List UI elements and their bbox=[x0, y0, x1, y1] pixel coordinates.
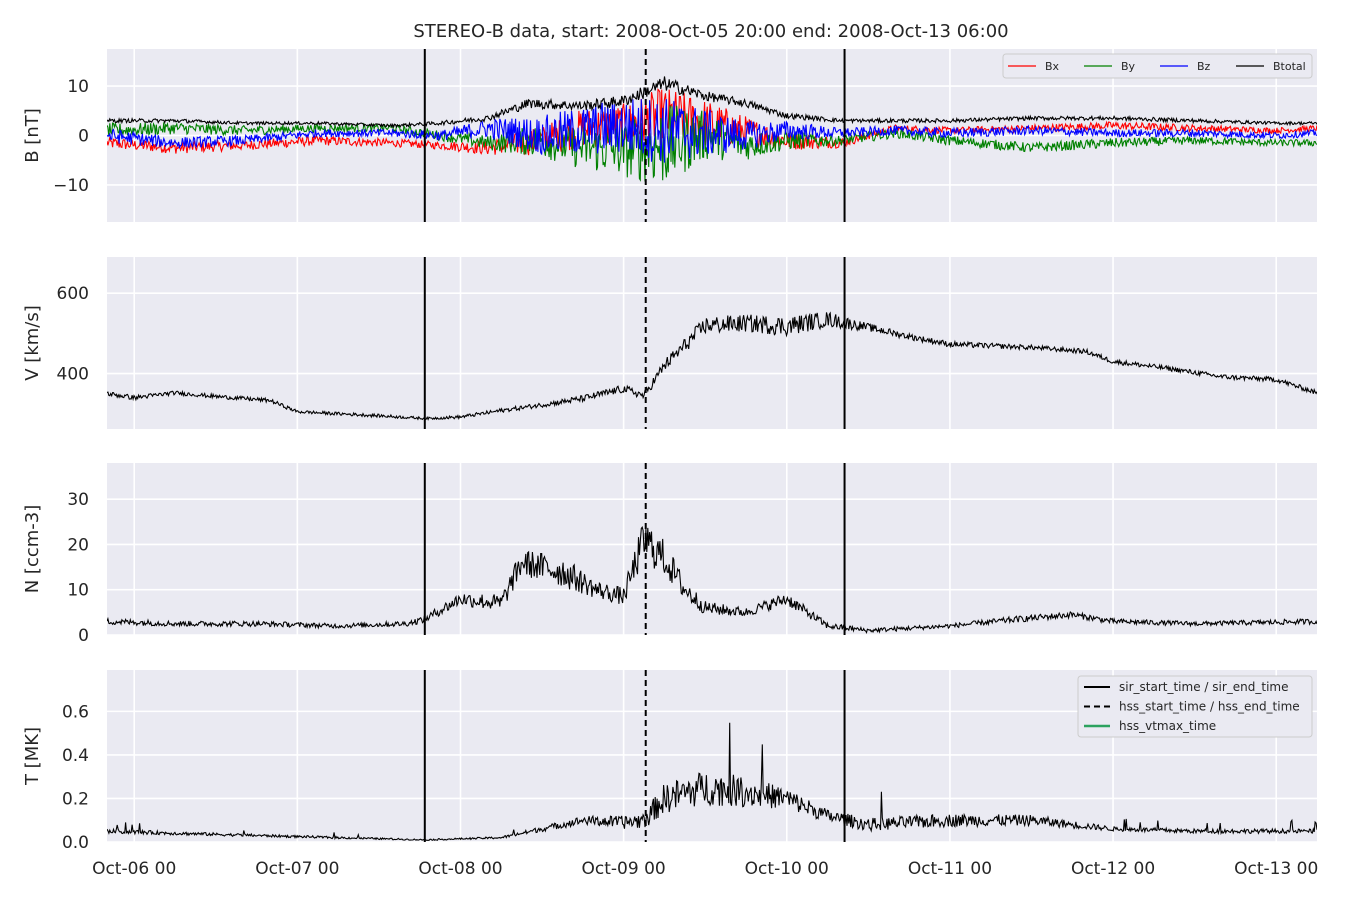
panel-background bbox=[107, 463, 1317, 635]
y-tick-label: 0.2 bbox=[62, 789, 89, 809]
series-t bbox=[107, 722, 1317, 841]
y-tick-label: 20 bbox=[67, 535, 89, 555]
y-axis-label-v: V [km/s] bbox=[22, 305, 43, 380]
series-bx bbox=[107, 88, 1317, 156]
legend-label: By bbox=[1121, 60, 1136, 73]
y-tick-label: 10 bbox=[67, 77, 89, 97]
chart-title: STEREO-B data, start: 2008-Oct-05 20:00 … bbox=[413, 21, 1008, 42]
panel-b: −10 0 10 B [nT] Bx By Bz Btotal bbox=[22, 49, 1317, 222]
y-tick-label: 600 bbox=[57, 284, 89, 304]
legend-b: Bx By Bz Btotal bbox=[1002, 53, 1313, 79]
y-tick-label: 10 bbox=[67, 581, 89, 601]
y-axis-label-t: T [MK] bbox=[22, 727, 43, 786]
legend-frame bbox=[1002, 53, 1313, 79]
panel-n: 0 10 20 30 N [ccm-3] bbox=[22, 463, 1317, 646]
x-tick-label: Oct-12 00 bbox=[1071, 859, 1155, 879]
legend-events: sir_start_time / sir_end_time hss_start_t… bbox=[1077, 675, 1313, 738]
series-v bbox=[107, 311, 1317, 421]
panel-v: 400 600 V [km/s] bbox=[22, 257, 1317, 429]
legend-label: hss_start_time / hss_end_time bbox=[1119, 700, 1300, 714]
legend-label: Bz bbox=[1197, 60, 1211, 73]
y-tick-label: 30 bbox=[67, 490, 89, 510]
x-tick-label: Oct-09 00 bbox=[582, 859, 666, 879]
legend-label: sir_start_time / sir_end_time bbox=[1119, 680, 1289, 694]
x-tick-label: Oct-08 00 bbox=[418, 859, 502, 879]
legend-frame bbox=[1077, 675, 1313, 738]
y-axis-label-n: N [ccm-3] bbox=[22, 505, 43, 594]
x-tick-label: Oct-13 00 bbox=[1234, 859, 1318, 879]
y-axis-label-b: B [nT] bbox=[22, 108, 43, 163]
x-tick-label: Oct-07 00 bbox=[255, 859, 339, 879]
series-bz bbox=[107, 99, 1317, 163]
panel-t: 0.0 0.2 0.4 0.6 T [MK] sir_start_time / sir_e… bbox=[22, 670, 1317, 853]
y-tick-label: 0.0 bbox=[62, 833, 89, 853]
x-tick-label: Oct-10 00 bbox=[745, 859, 829, 879]
legend-label: Bx bbox=[1045, 60, 1060, 73]
y-tick-label: 0 bbox=[78, 626, 89, 646]
series-btotal bbox=[107, 76, 1317, 129]
x-tick-label: Oct-11 00 bbox=[908, 859, 992, 879]
y-tick-label: 400 bbox=[57, 365, 89, 385]
x-tick-label: Oct-06 00 bbox=[92, 859, 176, 879]
y-tick-label: 0.6 bbox=[62, 702, 89, 722]
legend-label: Btotal bbox=[1273, 60, 1306, 73]
y-tick-label: −10 bbox=[53, 176, 89, 196]
series-by bbox=[107, 105, 1317, 182]
y-tick-label: 0 bbox=[78, 127, 89, 147]
series-n bbox=[107, 525, 1317, 634]
legend-label: hss_vtmax_time bbox=[1119, 719, 1216, 733]
y-tick-label: 0.4 bbox=[62, 746, 89, 766]
panel-background bbox=[107, 257, 1317, 429]
